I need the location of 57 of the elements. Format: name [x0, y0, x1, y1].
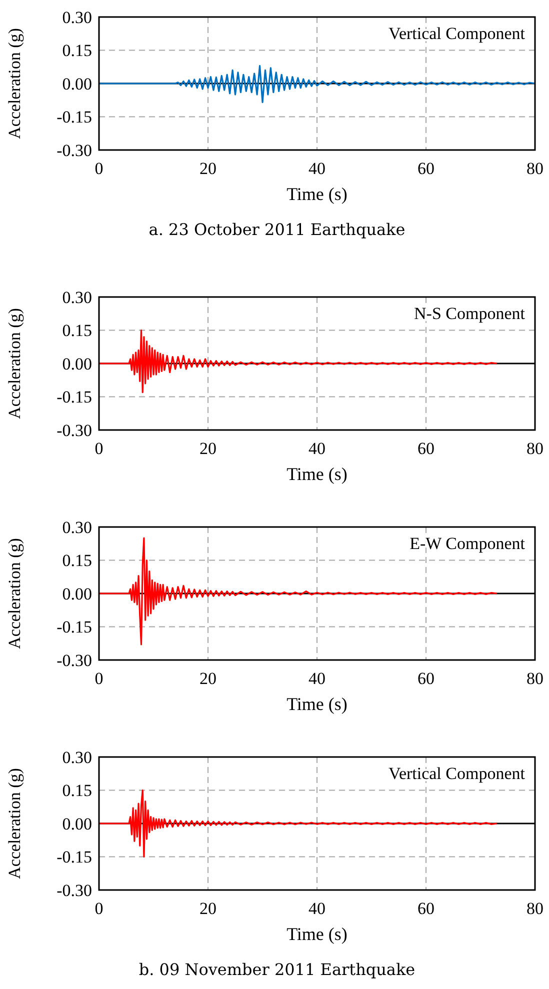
x-tick-label: 80 [526, 899, 544, 918]
y-tick-label: 0.30 [62, 288, 92, 307]
text: a. 23 October 2011 Earthquake [148, 220, 406, 239]
x-tick-label: 60 [418, 899, 434, 918]
x-tick-label: 80 [526, 159, 544, 178]
y-axis-title: Acceleration (g) [5, 538, 24, 649]
y-axis-title: Acceleration (g) [5, 768, 24, 879]
y-tick-label: -0.30 [56, 420, 92, 440]
y-tick-label: 0.15 [62, 551, 92, 570]
x-axis-title: Time (s) [286, 924, 348, 944]
x-axis-title: Time (s) [286, 694, 348, 714]
x-tick-label: 20 [200, 899, 216, 918]
line-series [98, 789, 498, 858]
x-tick-label: 20 [200, 439, 216, 458]
y-tick-label: 0.30 [62, 748, 92, 767]
x-tick-label: 20 [200, 669, 216, 688]
x-tick-label: 20 [200, 159, 216, 178]
y-tick-label: 0.15 [62, 321, 92, 340]
x-tick-label: 40 [308, 159, 326, 178]
line-series [98, 329, 498, 394]
x-tick-label: 60 [418, 159, 434, 178]
x-tick-label: 40 [308, 439, 326, 458]
y-tick-label: -0.30 [56, 650, 92, 670]
x-tick-label: 40 [308, 669, 326, 688]
y-tick-label: 0.15 [62, 41, 92, 60]
x-tick-label: 0 [94, 159, 104, 178]
x-tick-label: 60 [418, 669, 434, 688]
x-tick-label: 0 [94, 899, 104, 918]
y-tick-label: -0.15 [56, 848, 92, 867]
y-tick-label: -0.30 [56, 140, 92, 160]
y-axis-title: Acceleration (g) [5, 28, 24, 139]
x-tick-label: 40 [308, 899, 326, 918]
y-tick-label: 0.00 [62, 584, 92, 604]
x-axis-title: Time (s) [286, 184, 348, 204]
x-axis-title: Time (s) [286, 464, 348, 484]
annotation: E-W Component [410, 534, 526, 553]
annotation: N-S Component [414, 304, 526, 323]
y-tick-label: -0.15 [56, 108, 92, 127]
x-tick-label: 0 [94, 669, 104, 688]
y-tick-label: 0.30 [62, 8, 92, 27]
y-tick-label: 0.30 [62, 518, 92, 537]
y-tick-label: -0.15 [56, 388, 92, 407]
y-tick-label: -0.30 [56, 880, 92, 900]
y-tick-label: -0.15 [56, 618, 92, 637]
y-tick-label: 0.15 [62, 781, 92, 800]
x-tick-label: 80 [526, 439, 544, 458]
y-tick-label: 0.00 [62, 814, 92, 834]
annotation: Vertical Component [388, 764, 526, 783]
y-tick-label: 0.00 [62, 74, 92, 94]
x-tick-label: 60 [418, 439, 434, 458]
y-axis-title: Acceleration (g) [5, 308, 24, 419]
y-tick-label: 0.00 [62, 354, 92, 374]
x-tick-label: 80 [526, 669, 544, 688]
annotation: Vertical Component [388, 24, 526, 43]
x-tick-label: 0 [94, 439, 104, 458]
line-series [98, 64, 536, 104]
text: b. 09 November 2011 Earthquake [138, 960, 416, 979]
